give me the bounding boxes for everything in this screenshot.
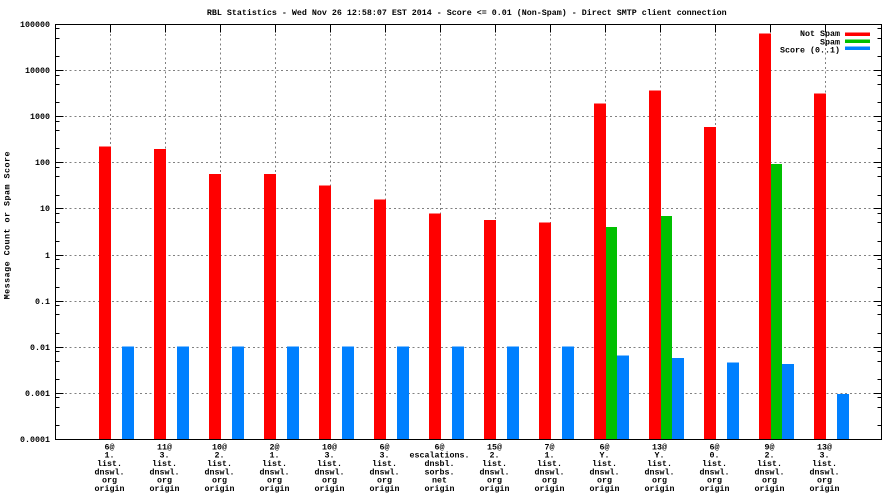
svg-text:0.1: 0.1 — [35, 297, 50, 307]
svg-text:15@: 15@ — [487, 442, 502, 452]
svg-text:9@: 9@ — [765, 442, 775, 452]
svg-text:2.: 2. — [215, 451, 225, 461]
svg-text:3.: 3. — [325, 451, 335, 461]
svg-text:6@: 6@ — [105, 442, 115, 452]
svg-text:origin: origin — [755, 484, 785, 494]
svg-text:origin: origin — [480, 484, 510, 494]
svg-text:org: org — [652, 476, 667, 486]
svg-text:100: 100 — [35, 158, 50, 168]
svg-text:org: org — [817, 476, 832, 486]
svg-text:dnswl.: dnswl. — [700, 467, 730, 477]
svg-text:RBL Statistics - Wed Nov 26 12: RBL Statistics - Wed Nov 26 12:58:07 EST… — [207, 8, 727, 18]
svg-text:1000: 1000 — [30, 112, 50, 122]
svg-text:sorbs.: sorbs. — [425, 467, 455, 477]
svg-text:dnswl.: dnswl. — [205, 467, 235, 477]
svg-text:list.: list. — [207, 459, 232, 469]
svg-text:org: org — [322, 476, 337, 486]
svg-text:1.: 1. — [270, 451, 280, 461]
svg-text:list.: list. — [152, 459, 177, 469]
svg-text:100000: 100000 — [20, 20, 50, 30]
svg-text:dnswl.: dnswl. — [480, 467, 510, 477]
svg-text:0.0001: 0.0001 — [20, 435, 50, 445]
svg-text:org: org — [707, 476, 722, 486]
svg-text:list.: list. — [262, 459, 287, 469]
svg-text:escalations.: escalations. — [410, 451, 470, 461]
svg-text:org: org — [377, 476, 392, 486]
svg-text:13@: 13@ — [817, 442, 832, 452]
svg-text:0.: 0. — [710, 451, 720, 461]
svg-text:list.: list. — [372, 459, 397, 469]
svg-text:0.01: 0.01 — [30, 343, 50, 353]
svg-text:Y.: Y. — [655, 451, 665, 461]
svg-text:1: 1 — [45, 251, 50, 261]
svg-text:origin: origin — [535, 484, 565, 494]
svg-text:list.: list. — [702, 459, 727, 469]
svg-text:Message Count or Spam Score: Message Count or Spam Score — [3, 151, 13, 299]
svg-text:dnswl.: dnswl. — [810, 467, 840, 477]
svg-text:origin: origin — [810, 484, 840, 494]
svg-text:1.: 1. — [105, 451, 115, 461]
svg-text:origin: origin — [260, 484, 290, 494]
svg-text:Y.: Y. — [600, 451, 610, 461]
svg-text:dnswl.: dnswl. — [535, 467, 565, 477]
svg-text:list.: list. — [537, 459, 562, 469]
svg-text:6@: 6@ — [380, 442, 390, 452]
svg-text:13@: 13@ — [652, 442, 667, 452]
svg-text:10@: 10@ — [322, 442, 337, 452]
svg-text:list.: list. — [317, 459, 342, 469]
svg-text:dnswl.: dnswl. — [590, 467, 620, 477]
svg-text:Not Spam: Not Spam — [800, 29, 840, 39]
svg-text:origin: origin — [150, 484, 180, 494]
svg-text:3.: 3. — [160, 451, 170, 461]
svg-text:Spam: Spam — [820, 37, 840, 47]
svg-text:list.: list. — [647, 459, 672, 469]
svg-text:dnswl.: dnswl. — [150, 467, 180, 477]
svg-text:org: org — [157, 476, 172, 486]
svg-text:dnswl.: dnswl. — [260, 467, 290, 477]
svg-text:3.: 3. — [380, 451, 390, 461]
svg-text:org: org — [487, 476, 502, 486]
svg-text:origin: origin — [370, 484, 400, 494]
svg-text:org: org — [212, 476, 227, 486]
svg-text:3.: 3. — [820, 451, 830, 461]
svg-text:10000: 10000 — [25, 66, 50, 76]
svg-text:11@: 11@ — [157, 442, 172, 452]
svg-text:list.: list. — [592, 459, 617, 469]
svg-text:10@: 10@ — [212, 442, 227, 452]
svg-text:origin: origin — [590, 484, 620, 494]
svg-text:list.: list. — [812, 459, 837, 469]
svg-text:2.: 2. — [490, 451, 500, 461]
svg-text:2.: 2. — [765, 451, 775, 461]
svg-text:origin: origin — [205, 484, 235, 494]
svg-text:dnswl.: dnswl. — [645, 467, 675, 477]
svg-text:7@: 7@ — [545, 442, 555, 452]
svg-text:dnswl.: dnswl. — [370, 467, 400, 477]
svg-text:6@: 6@ — [710, 442, 720, 452]
svg-text:dnswl.: dnswl. — [315, 467, 345, 477]
svg-text:origin: origin — [95, 484, 125, 494]
svg-text:list.: list. — [97, 459, 122, 469]
svg-text:0.001: 0.001 — [25, 389, 50, 399]
svg-text:origin: origin — [645, 484, 675, 494]
svg-text:dnswl.: dnswl. — [755, 467, 785, 477]
svg-text:origin: origin — [315, 484, 345, 494]
svg-text:org: org — [267, 476, 282, 486]
svg-text:2@: 2@ — [270, 442, 280, 452]
svg-text:dnswl.: dnswl. — [95, 467, 125, 477]
svg-text:6@: 6@ — [600, 442, 610, 452]
svg-text:org: org — [762, 476, 777, 486]
svg-text:origin: origin — [425, 484, 455, 494]
svg-text:10: 10 — [40, 204, 50, 214]
svg-text:1.: 1. — [545, 451, 555, 461]
svg-text:org: org — [597, 476, 612, 486]
svg-text:6@: 6@ — [435, 442, 445, 452]
svg-text:Score (0..1): Score (0..1) — [780, 45, 840, 55]
svg-text:net: net — [432, 476, 447, 486]
svg-text:dnsbl.: dnsbl. — [425, 459, 455, 469]
svg-text:origin: origin — [700, 484, 730, 494]
svg-text:list.: list. — [757, 459, 782, 469]
svg-text:org: org — [102, 476, 117, 486]
svg-text:list.: list. — [482, 459, 507, 469]
svg-text:org: org — [542, 476, 557, 486]
